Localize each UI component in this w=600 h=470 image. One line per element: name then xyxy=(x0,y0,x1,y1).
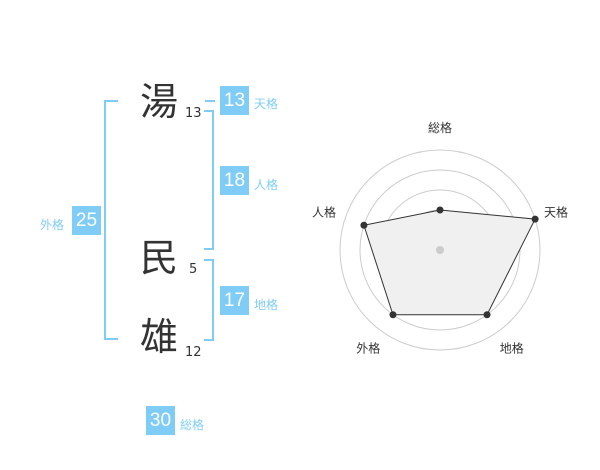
name-char-1: 湯 xyxy=(140,80,179,124)
stroke-count-3: 12 xyxy=(185,345,202,360)
tenkaku-label: 天格 xyxy=(254,97,279,111)
name-char-3: 雄 xyxy=(140,315,179,359)
radar-axis-label: 天格 xyxy=(544,204,568,219)
radar-axis-label: 地格 xyxy=(500,341,524,356)
radar-point xyxy=(389,311,397,319)
gaikaku-bracket xyxy=(104,100,118,340)
radar-point xyxy=(436,206,444,214)
radar-center xyxy=(436,246,444,254)
radar-point xyxy=(483,311,491,319)
soukaku-label: 総格 xyxy=(180,418,205,432)
radar-point xyxy=(360,221,368,229)
jinkaku-value: 18 xyxy=(220,166,249,195)
stroke-count-2: 5 xyxy=(189,262,198,277)
jinkaku-label: 人格 xyxy=(254,178,279,192)
jinkaku-bracket xyxy=(204,110,214,250)
radar-ring xyxy=(339,149,541,351)
tenkaku-value: 13 xyxy=(220,86,249,115)
stroke-count-1: 13 xyxy=(185,106,202,121)
soukaku-value: 30 xyxy=(146,406,175,435)
chikaku-value: 17 xyxy=(220,286,249,315)
radar-area xyxy=(363,209,536,316)
chikaku-label: 地格 xyxy=(254,298,279,312)
tenkaku-bracket xyxy=(205,100,215,102)
radar-axis-label: 外格 xyxy=(356,341,380,356)
gaikaku-value: 25 xyxy=(72,206,101,235)
radar-point xyxy=(531,215,539,223)
name-char-2: 民 xyxy=(140,236,179,280)
chikaku-bracket xyxy=(204,259,214,341)
radar-axis-label: 人格 xyxy=(312,204,336,219)
radar-axis-label: 総格 xyxy=(428,120,452,135)
gaikaku-label: 外格 xyxy=(40,218,65,232)
